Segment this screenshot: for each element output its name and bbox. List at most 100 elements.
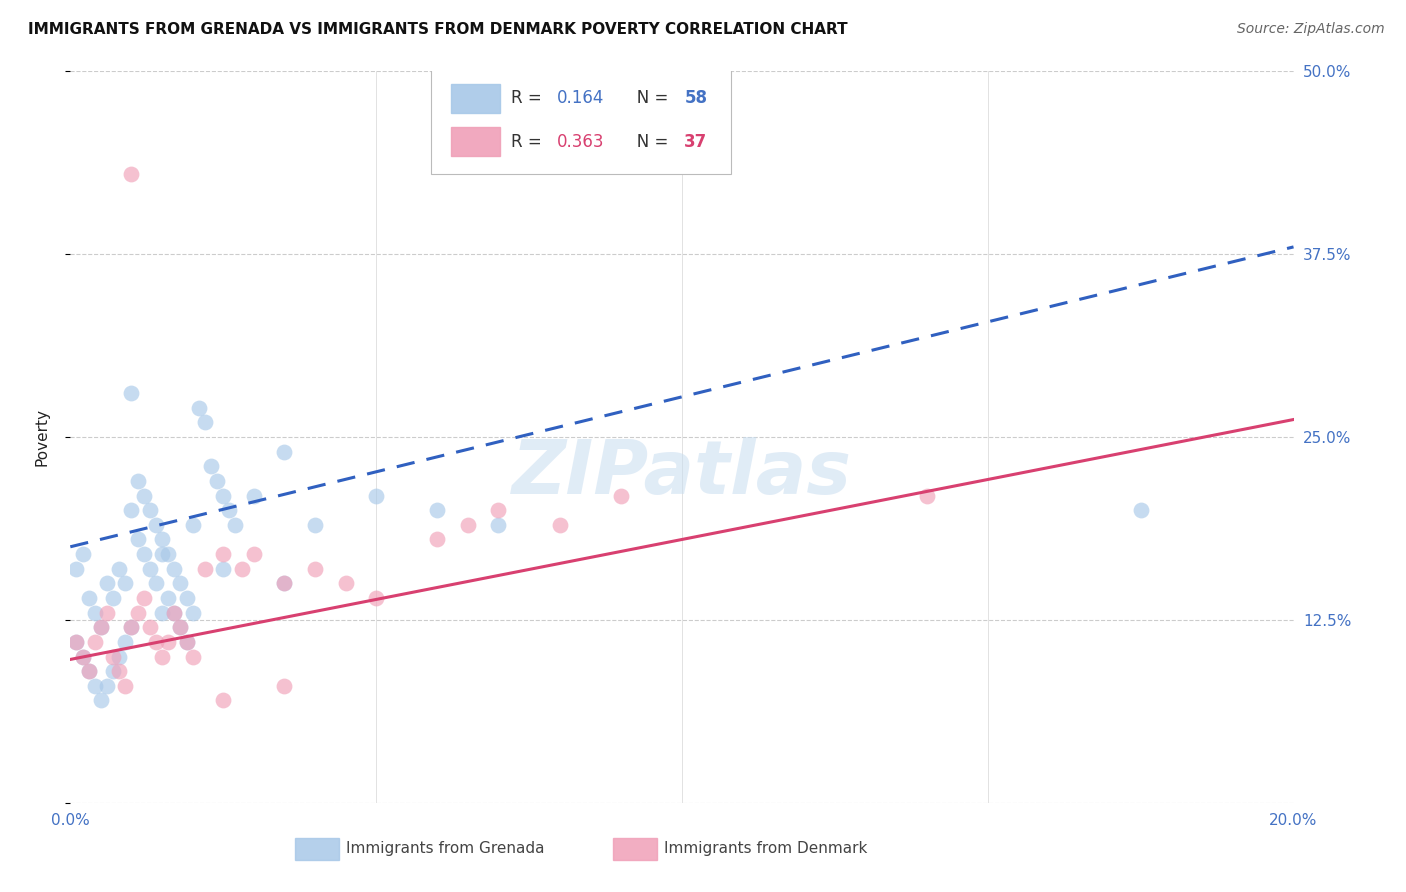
Point <box>65 635 87 649</box>
Point <box>132 547 155 561</box>
Text: 58: 58 <box>685 89 707 107</box>
Point <box>548 517 571 532</box>
Text: 0.363: 0.363 <box>557 133 605 151</box>
Text: R =: R = <box>510 133 547 151</box>
Point <box>72 547 94 561</box>
Text: 37: 37 <box>685 133 707 151</box>
Point <box>176 635 198 649</box>
Point <box>127 533 149 547</box>
Point <box>426 533 449 547</box>
Point <box>121 620 143 634</box>
Point <box>108 664 131 678</box>
Point <box>108 649 131 664</box>
FancyBboxPatch shape <box>295 838 339 860</box>
Point <box>145 576 167 591</box>
Point <box>366 591 388 605</box>
Point <box>273 679 295 693</box>
Point <box>150 533 173 547</box>
Point <box>169 620 191 634</box>
Point <box>163 606 186 620</box>
Point <box>488 503 510 517</box>
Point <box>157 635 180 649</box>
Point <box>224 517 246 532</box>
Point <box>243 489 266 503</box>
Point <box>218 503 240 517</box>
Point <box>83 606 105 620</box>
Point <box>90 620 112 634</box>
Text: Immigrants from Grenada: Immigrants from Grenada <box>346 841 544 856</box>
Text: Immigrants from Denmark: Immigrants from Denmark <box>664 841 868 856</box>
Point <box>77 664 100 678</box>
Point <box>101 649 124 664</box>
Point <box>176 635 198 649</box>
Point <box>65 562 87 576</box>
Point <box>610 489 633 503</box>
Point <box>139 562 162 576</box>
Point <box>108 562 131 576</box>
Point <box>273 576 295 591</box>
Point <box>457 517 479 532</box>
Point <box>90 693 112 707</box>
Point <box>150 606 173 620</box>
Point <box>96 576 118 591</box>
Point <box>212 562 235 576</box>
Point <box>72 649 94 664</box>
Point <box>145 517 167 532</box>
Point <box>90 620 112 634</box>
Point <box>181 649 204 664</box>
Point <box>335 576 357 591</box>
Point <box>488 517 510 532</box>
Point <box>212 489 235 503</box>
Point <box>139 503 162 517</box>
Point <box>77 664 100 678</box>
Point <box>231 562 253 576</box>
Point <box>169 620 191 634</box>
Point <box>96 679 118 693</box>
Y-axis label: Poverty: Poverty <box>35 408 49 467</box>
Point <box>212 547 235 561</box>
Text: ZIPatlas: ZIPatlas <box>512 437 852 510</box>
Point <box>366 489 388 503</box>
Point <box>915 489 938 503</box>
Text: Source: ZipAtlas.com: Source: ZipAtlas.com <box>1237 22 1385 37</box>
Point <box>194 562 217 576</box>
Point <box>83 635 105 649</box>
Point <box>121 386 143 401</box>
FancyBboxPatch shape <box>451 84 499 113</box>
Text: N =: N = <box>620 89 673 107</box>
Text: 0.164: 0.164 <box>557 89 605 107</box>
Point <box>304 562 326 576</box>
Point <box>157 547 180 561</box>
Point <box>72 649 94 664</box>
Point <box>273 576 295 591</box>
Point <box>114 679 136 693</box>
Point <box>77 591 100 605</box>
Point <box>169 576 191 591</box>
Point <box>145 635 167 649</box>
FancyBboxPatch shape <box>613 838 658 860</box>
Text: N =: N = <box>620 133 673 151</box>
Point <box>194 416 217 430</box>
Point <box>150 547 173 561</box>
Point <box>181 606 204 620</box>
Point <box>187 401 209 415</box>
Point <box>139 620 162 634</box>
FancyBboxPatch shape <box>451 127 499 156</box>
Point <box>114 635 136 649</box>
Point <box>1129 503 1152 517</box>
Point <box>163 562 186 576</box>
Point <box>243 547 266 561</box>
Text: R =: R = <box>510 89 547 107</box>
Point <box>304 517 326 532</box>
Point <box>121 503 143 517</box>
Point <box>176 591 198 605</box>
Point <box>212 693 235 707</box>
Point <box>121 167 143 181</box>
Point <box>127 606 149 620</box>
Point <box>121 620 143 634</box>
Point <box>96 606 118 620</box>
Point <box>163 606 186 620</box>
Point <box>101 664 124 678</box>
Point <box>83 679 105 693</box>
Point <box>127 474 149 488</box>
